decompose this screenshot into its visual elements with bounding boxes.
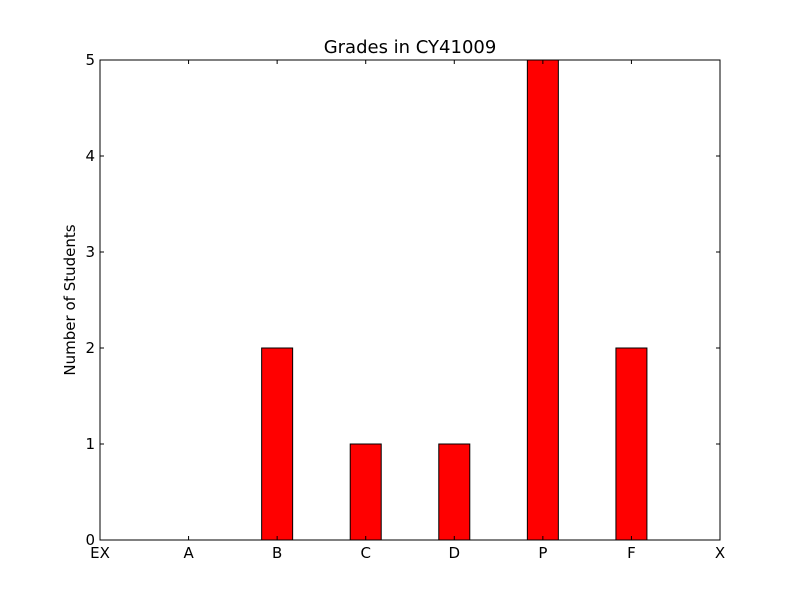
bar-f	[615, 347, 648, 541]
x-tick-label-a: A	[183, 544, 194, 562]
x-tick-label-f: F	[627, 544, 636, 562]
y-tick-label-5: 5	[85, 51, 95, 69]
x-tick-label-x: X	[715, 544, 725, 562]
chart-title: Grades in CY41009	[324, 37, 497, 58]
y-tick-label-1: 1	[85, 435, 95, 453]
axes-frame	[99, 59, 721, 541]
y-axis-label: Number of Students	[61, 224, 79, 375]
ticks-group: EX A B C D P F X 0 1 2 3 4 5	[85, 51, 725, 562]
bar-p	[526, 59, 559, 541]
y-tick-label-3: 3	[85, 243, 95, 261]
bars-group	[261, 59, 648, 541]
x-tick-label-p: P	[538, 544, 547, 562]
y-tick-label-2: 2	[85, 339, 95, 357]
bar-c	[349, 443, 382, 541]
y-tick-label-0: 0	[85, 531, 95, 549]
y-tick-label-4: 4	[85, 147, 95, 165]
x-tick-label-d: D	[449, 544, 461, 562]
x-tick-label-ex: EX	[90, 544, 110, 562]
x-tick-label-c: C	[360, 544, 370, 562]
bar-b	[261, 347, 294, 541]
bar-d	[438, 443, 471, 541]
x-tick-label-b: B	[272, 544, 282, 562]
